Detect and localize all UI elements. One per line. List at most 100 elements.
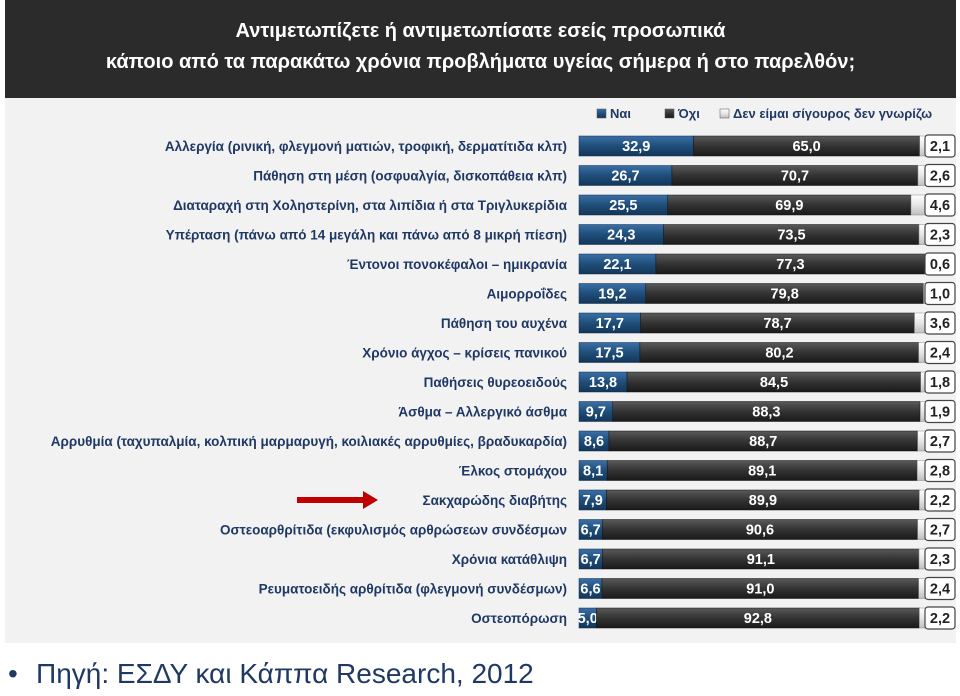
value-label-no: 70,7 <box>781 169 809 185</box>
red-arrow-icon <box>297 491 378 509</box>
value-label-unsure: 1,8 <box>930 375 950 391</box>
value-label-no: 89,1 <box>748 464 776 480</box>
category-label: Έλκος στομάχου <box>459 464 567 479</box>
value-label-yes: 7,9 <box>583 493 603 509</box>
category-label: Υπέρταση (πάνω από 14 μεγάλη και πάνω απ… <box>166 228 567 243</box>
value-label-no: 78,7 <box>763 316 791 332</box>
value-box-unsure <box>924 576 956 601</box>
value-label-unsure: 2,2 <box>930 493 950 509</box>
bar-segment-no <box>612 401 921 422</box>
value-box-unsure <box>924 458 956 483</box>
value-label-yes: 19,2 <box>598 287 626 303</box>
value-label-yes: 5,0 <box>578 611 598 627</box>
value-box-unsure <box>924 134 956 158</box>
value-box-unsure <box>924 163 956 188</box>
value-label-unsure: 2,1 <box>930 139 950 155</box>
value-box-unsure <box>924 193 956 217</box>
value-label-yes: 9,7 <box>586 405 606 421</box>
value-label-yes: 26,7 <box>611 169 639 185</box>
chart-panel: Ναι Όχι Δεν είμαι σίγουρος δεν γνωρίζω 32,… <box>5 98 956 643</box>
value-label-yes: 22,1 <box>603 257 631 273</box>
value-label-no: 69,9 <box>775 198 803 214</box>
value-label-yes: 25,5 <box>609 198 637 214</box>
value-label-unsure: 4,6 <box>930 198 950 214</box>
category-label: Οστεοπόρωση <box>471 611 567 626</box>
category-label: Αιμορροΐδες <box>487 287 567 302</box>
legend-swatch-1 <box>596 108 607 119</box>
value-box-unsure <box>924 488 956 512</box>
value-label-unsure: 2,2 <box>930 611 950 627</box>
category-label: Χρόνιο άγχος – κρίσεις πανικού <box>362 346 567 361</box>
category-label: Αλλεργία (ρινική, φλεγμονή ματιών, τροφι… <box>165 139 567 154</box>
value-label-unsure: 2,3 <box>930 552 950 568</box>
value-label-yes: 6,7 <box>581 552 601 568</box>
bars-group: 32,9 65,0 2,1 26,7 70,7 2,6 25,5 69,9 4,6 24,3 73,… <box>578 134 956 630</box>
legend-label-1: Ναι <box>610 106 631 121</box>
category-label: Διαταραχή στη Χοληστερίνη, στα λιπίδια ή… <box>173 198 568 213</box>
category-label: Πάθηση του αυχένα <box>441 316 568 331</box>
title-band: Αντιμετωπίζετε ή αντιμετωπίσατε εσείς πρ… <box>5 0 956 98</box>
value-label-yes: 6,6 <box>580 582 600 598</box>
bullet-icon: • <box>8 658 18 689</box>
legend-label-3: Δεν είμαι σίγουρος δεν γνωρίζω <box>733 106 932 121</box>
value-label-yes: 6,7 <box>581 523 601 539</box>
value-label-no: 73,5 <box>777 228 805 244</box>
value-label-unsure: 2,3 <box>930 228 950 244</box>
value-label-no: 92,8 <box>744 611 772 627</box>
value-label-unsure: 2,4 <box>930 346 950 362</box>
value-label-unsure: 2,4 <box>930 582 950 598</box>
value-box-unsure <box>924 252 956 276</box>
category-label: Άσθμα – Αλλεργικό άσθμα <box>398 405 567 420</box>
value-label-unsure: 2,8 <box>930 464 950 480</box>
value-box-unsure <box>924 429 956 453</box>
chart-title-line-2: κάποιο από τα παρακάτω χρόνια προβλήματα… <box>105 51 856 73</box>
value-label-no: 88,7 <box>749 434 777 450</box>
value-box-unsure <box>924 547 956 571</box>
value-box-unsure <box>924 399 956 424</box>
value-label-no: 88,3 <box>752 405 780 421</box>
legend-swatch-3 <box>719 108 730 119</box>
value-box-unsure <box>924 340 956 365</box>
category-label: Σακχαρώδης διαβήτης <box>423 493 568 508</box>
value-label-unsure: 2,7 <box>930 523 950 539</box>
value-box-unsure <box>924 517 956 542</box>
category-label: Χρόνια κατάθλιψη <box>452 552 567 567</box>
value-label-no: 79,8 <box>771 287 799 303</box>
chart-title-line-1: Αντιμετωπίζετε ή αντιμετωπίσατε εσείς πρ… <box>235 20 726 42</box>
value-label-no: 65,0 <box>792 139 820 155</box>
value-label-yes: 8,6 <box>584 434 604 450</box>
value-label-unsure: 1,0 <box>930 287 950 303</box>
value-box-unsure <box>924 606 956 630</box>
value-box-unsure <box>924 370 956 394</box>
value-label-yes: 8,1 <box>583 464 603 480</box>
value-label-yes: 13,8 <box>589 375 617 391</box>
value-label-yes: 17,7 <box>596 316 624 332</box>
legend-label-2: Όχι <box>677 106 700 121</box>
value-label-unsure: 1,9 <box>930 405 950 421</box>
value-label-no: 80,2 <box>765 346 793 362</box>
value-label-no: 91,1 <box>747 552 775 568</box>
value-label-unsure: 2,6 <box>930 169 950 185</box>
value-label-yes: 32,9 <box>622 139 650 155</box>
value-label-unsure: 2,7 <box>930 434 950 450</box>
value-label-no: 89,9 <box>749 493 777 509</box>
value-label-no: 84,5 <box>760 375 788 391</box>
source-note: • Πηγή: ΕΣΔΥ και Κάππα Research, 2012 <box>8 658 534 690</box>
value-label-unsure: 0,6 <box>930 257 950 273</box>
value-label-no: 77,3 <box>776 257 804 273</box>
category-label: Αρρυθμία (ταχυπαλμία, κολπική μαρμαρυγή,… <box>51 434 567 449</box>
value-label-yes: 17,5 <box>595 346 623 362</box>
value-label-no: 91,0 <box>746 582 774 598</box>
legend-swatch-2 <box>664 108 675 119</box>
value-box-unsure <box>924 311 956 335</box>
legend: Ναι Όχι Δεν είμαι σίγουρος δεν γνωρίζω <box>596 106 932 121</box>
stacked-bar-chart: Ναι Όχι Δεν είμαι σίγουρος δεν γνωρίζω 32,… <box>51 106 956 630</box>
category-label: Ρευματοειδής αρθρίτιδα (φλεγμονή συνδέσμ… <box>259 582 567 597</box>
value-box-unsure <box>924 222 956 247</box>
value-label-yes: 24,3 <box>607 228 635 244</box>
value-label-no: 90,6 <box>746 523 774 539</box>
value-label-unsure: 3,6 <box>930 316 950 332</box>
category-labels-group: Αλλεργία (ρινική, φλεγμονή ματιών, τροφι… <box>51 139 568 626</box>
category-label: Παθήσεις θυρεοειδούς <box>424 375 567 390</box>
category-label: Έντονοι πονοκέφαλοι – ημικρανία <box>347 257 568 272</box>
